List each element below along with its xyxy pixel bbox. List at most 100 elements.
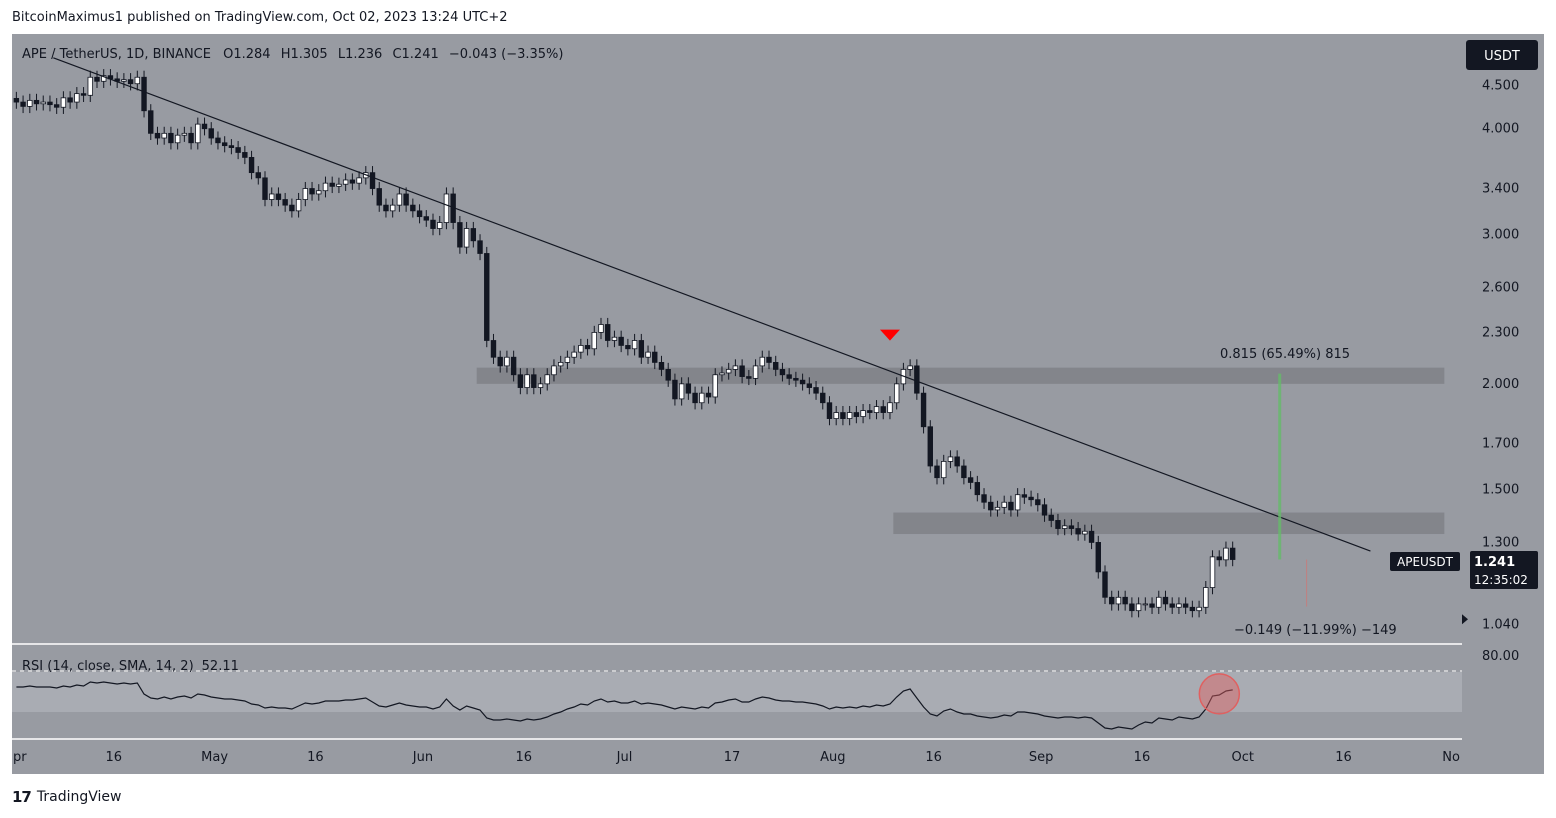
candle-down (94, 76, 100, 82)
descending-trendline[interactable] (53, 57, 1371, 552)
candle-up (1061, 525, 1068, 529)
time-tick-label: pr (13, 750, 27, 765)
candle-down (1075, 528, 1081, 535)
candle-down (705, 392, 712, 398)
candle-down (618, 336, 624, 346)
time-tick-label: May (201, 750, 228, 765)
candle-up (27, 99, 33, 107)
price-tick-label: 4.000 (1482, 122, 1519, 137)
candle-up (598, 324, 604, 333)
candle-down (1095, 542, 1101, 573)
candle-down (309, 188, 315, 195)
candle-up (719, 372, 725, 376)
candle-down (840, 412, 846, 419)
time-tick-label: No (1442, 750, 1460, 765)
candle-down (1068, 525, 1075, 529)
price-tag-price: 1.241 (1474, 555, 1515, 570)
currency-button[interactable]: USDT (1466, 40, 1538, 70)
candle-down (470, 228, 477, 242)
candle-down (208, 128, 214, 139)
candle-down (1216, 556, 1222, 561)
candle-down (262, 177, 268, 200)
candle-down (981, 494, 987, 503)
candle-up (60, 97, 67, 108)
footer-brand: 17 TradingView (12, 788, 121, 806)
candle-up (1142, 603, 1149, 606)
candle-down (215, 137, 221, 144)
candle-up (1082, 530, 1088, 535)
candle-up (74, 93, 80, 103)
time-tick-label: 16 (925, 750, 942, 765)
candle-up (269, 193, 275, 200)
candle-up (1203, 587, 1209, 608)
candle-up (1209, 556, 1216, 588)
time-tick-label: Sep (1029, 750, 1054, 765)
candle-up (725, 369, 732, 374)
candle-up (396, 193, 403, 206)
candle-down (853, 412, 860, 417)
candle-down (1162, 596, 1169, 605)
candle-down (148, 110, 154, 134)
candle-down (658, 362, 665, 370)
candle-down (510, 356, 517, 376)
candle-up (759, 356, 765, 367)
chart-frame: 4.500 4.000 3.400 3.000 2.600 2.300 2.000 1.700… (12, 34, 1544, 774)
candle-down (672, 379, 678, 400)
candle-up (611, 336, 618, 341)
candle-down (80, 93, 87, 96)
chart-svg: 4.500 4.000 3.400 3.000 2.600 2.300 2.000 1.700… (12, 40, 1538, 765)
candle-down (766, 356, 772, 363)
candle-up (1001, 501, 1007, 508)
candle-down (1102, 571, 1108, 598)
candle-up (631, 340, 638, 350)
rsi-band (12, 672, 1462, 712)
candle-down (961, 465, 967, 479)
candle-up (752, 365, 759, 379)
candle-down (605, 324, 611, 341)
candle-up (134, 76, 141, 85)
candle-down (490, 340, 497, 358)
price-tag: APEUSDT 1.241 12:35:02 (1390, 551, 1538, 589)
time-tick-label: 17 (724, 750, 741, 765)
price-tick-label: 1.040 (1482, 618, 1519, 633)
candle-up (121, 79, 127, 82)
time-tick-label: 16 (515, 750, 532, 765)
price-pane[interactable] (12, 34, 1462, 739)
candle-up (1115, 596, 1122, 605)
candle-down (255, 172, 261, 179)
candle-down (403, 193, 409, 206)
candle-up (947, 456, 954, 462)
candle-down (974, 482, 981, 496)
measure-up-label: 0.815 (65.49%) 815 (1220, 347, 1350, 362)
price-axis[interactable] (1462, 34, 1544, 774)
candle-down (779, 369, 786, 376)
candle-down (625, 345, 631, 350)
candle-up (537, 383, 544, 388)
candle-down (786, 374, 792, 379)
time-tick-label: 16 (307, 750, 324, 765)
candle-down (201, 123, 208, 130)
candle-up (571, 351, 577, 358)
candle-up (389, 204, 396, 212)
candle-down (1041, 504, 1048, 516)
candle-down (20, 101, 26, 107)
time-axis[interactable] (12, 739, 1462, 774)
tradingview-logo-icon: 17 (12, 788, 32, 806)
candle-down (1149, 603, 1155, 608)
resistance-zone (476, 367, 1445, 384)
currency-button-label[interactable]: USDT (1484, 49, 1520, 64)
publisher-header: BitcoinMaximus1 published on TradingView… (12, 10, 508, 25)
candle-up (557, 362, 564, 367)
candle-down (665, 369, 671, 381)
candle-down (416, 210, 423, 218)
resistance-zone (893, 512, 1445, 535)
candle-up (699, 392, 705, 404)
candle-up (860, 410, 866, 417)
candle-down (531, 374, 537, 388)
candle-down (141, 76, 147, 112)
rsi-legend: RSI (14, close, SMA, 14, 2) 52.11 (22, 659, 239, 674)
candle-down (927, 426, 933, 467)
candle-up (591, 332, 597, 350)
candle-down (154, 132, 161, 139)
candle-down (1182, 603, 1189, 608)
